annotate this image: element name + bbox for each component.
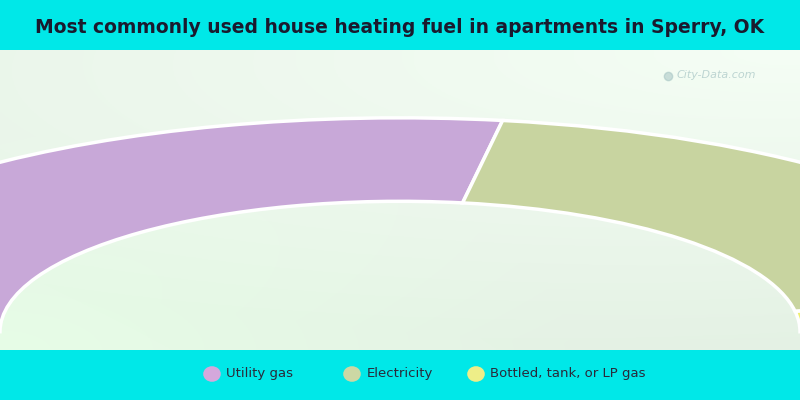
Wedge shape xyxy=(462,120,800,311)
Text: Most commonly used house heating fuel in apartments in Sperry, OK: Most commonly used house heating fuel in… xyxy=(35,18,765,37)
Text: Electricity: Electricity xyxy=(366,368,433,380)
Text: Utility gas: Utility gas xyxy=(226,368,294,380)
Wedge shape xyxy=(0,118,502,332)
Text: Bottled, tank, or LP gas: Bottled, tank, or LP gas xyxy=(490,368,646,380)
Wedge shape xyxy=(795,298,800,332)
Ellipse shape xyxy=(467,366,485,382)
Text: City-Data.com: City-Data.com xyxy=(676,70,756,80)
Ellipse shape xyxy=(343,366,361,382)
Ellipse shape xyxy=(203,366,221,382)
